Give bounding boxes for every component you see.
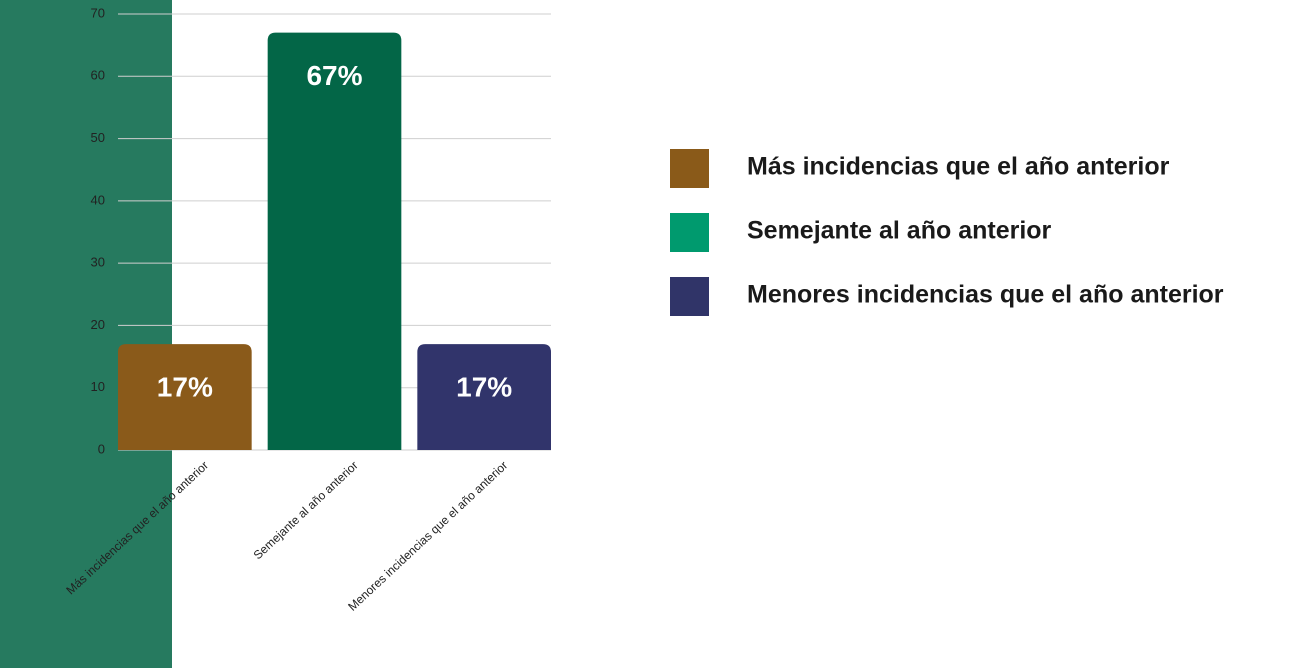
y-tick-label: 50 (91, 130, 105, 145)
legend-label: Más incidencias que el año anterior (747, 153, 1170, 181)
y-tick-label: 60 (91, 68, 105, 83)
y-tick-label: 0 (98, 441, 105, 456)
bar (118, 344, 252, 450)
bar (267, 32, 402, 450)
y-tick-label: 70 (91, 5, 105, 20)
y-tick-label: 10 (91, 379, 105, 394)
bar (417, 344, 551, 450)
y-tick-label: 30 (91, 255, 105, 270)
legend-label: Semejante al año anterior (747, 217, 1052, 245)
legend-swatch (670, 213, 709, 252)
legend-swatch (670, 277, 709, 316)
x-tick-label: Menores incidencias que el año anterior (345, 458, 510, 613)
value-label: 17% (157, 372, 213, 403)
legend-swatch (670, 149, 709, 188)
y-tick-label: 40 (91, 192, 105, 207)
value-label: 17% (456, 372, 512, 403)
y-tick-label: 20 (91, 317, 105, 332)
legend-label: Menores incidencias que el año anterior (747, 281, 1224, 309)
x-tick-label: Semejante al año anterior (251, 458, 361, 562)
side-band (0, 0, 172, 668)
value-label: 67% (306, 60, 362, 91)
